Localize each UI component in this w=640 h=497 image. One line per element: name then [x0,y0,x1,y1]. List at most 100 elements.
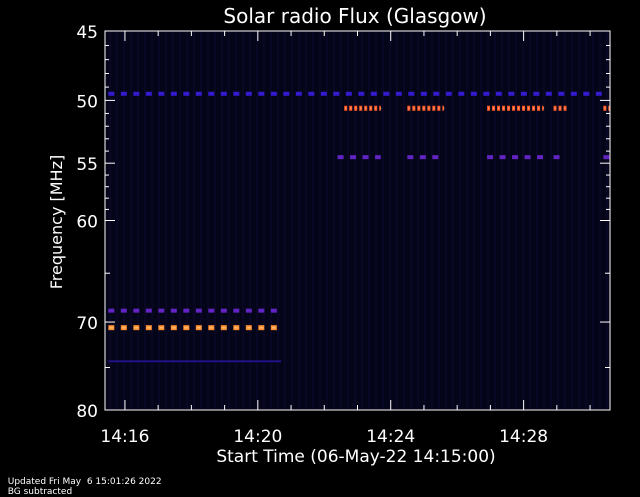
emission-band [603,155,610,160]
emission-band [108,325,277,331]
band-segment [208,308,215,313]
band-segment [379,105,381,111]
x-axis-label: Start Time (06-May-22 14:15:00) [216,447,495,467]
band-segment [358,91,365,96]
time-column [410,32,412,409]
band-core [438,107,440,110]
time-column [361,32,363,409]
band-segment [283,91,290,96]
time-column [585,32,587,409]
axis-ticks [105,30,610,411]
band-core [513,107,515,110]
band-segment [258,308,265,313]
band-core [554,107,556,110]
band-segment [433,91,440,96]
y-tick-label: 45 [76,23,98,43]
time-column [424,32,426,409]
emission-band [407,155,439,160]
band-core [109,326,114,329]
band-segment [337,155,344,160]
time-column [382,32,384,409]
band-segment [220,91,227,96]
time-column [116,32,118,409]
band-segment [570,91,577,96]
time-column [340,32,342,409]
emission-bands [108,91,611,363]
time-column [438,32,440,409]
band-core [370,107,372,110]
band-segment [533,91,540,96]
band-segment [445,91,452,96]
time-column [564,32,566,409]
time-column [193,32,195,409]
emission-band [553,105,567,111]
band-core [538,107,540,110]
band-segment [345,91,352,96]
emission-band [407,105,445,111]
band-core [408,107,410,110]
band-segment [208,91,215,96]
band-segment [408,91,415,96]
time-column [305,32,307,409]
emission-band [553,155,560,160]
band-segment [458,91,465,96]
time-column [347,32,349,409]
time-column [186,32,188,409]
band-segment [432,155,439,160]
band-core [184,326,189,329]
time-column [333,32,335,409]
band-segment [108,91,115,96]
y-axis-label: Frequency [MHz] [47,155,66,289]
time-column [291,32,293,409]
time-column [249,32,251,409]
updated-timestamp: Updated Fri May 6 15:01:26 2022 [7,477,162,487]
x-tick-label: 14:28 [499,427,548,447]
spectrogram-chart: Solar radio Flux (Glasgow) 455055607080 … [47,4,611,467]
band-core [443,107,445,110]
band-core [246,326,251,329]
band-segment [370,91,377,96]
band-core [159,326,164,329]
y-tick-label: 80 [76,402,98,422]
time-column [571,32,573,409]
time-column [417,32,419,409]
band-core [234,326,239,329]
emission-band [344,105,382,111]
time-column [389,32,391,409]
band-segment [233,91,240,96]
time-column [354,32,356,409]
emission-band [108,91,602,96]
time-column [578,32,580,409]
band-segment [520,91,527,96]
band-segment [195,308,202,313]
band-segment [270,308,277,313]
band-segment [120,308,127,313]
time-column [529,32,531,409]
time-columns [109,32,608,409]
band-segment [499,155,506,160]
band-core [503,107,505,110]
band-segment [133,308,140,313]
band-core [543,107,545,110]
time-column [277,32,279,409]
band-segment [553,155,560,160]
emission-band [337,155,381,160]
time-column [137,32,139,409]
band-segment [545,91,552,96]
band-segment [508,91,515,96]
band-segment [383,91,390,96]
time-column [326,32,328,409]
band-core [360,107,362,110]
time-column [130,32,132,409]
band-segment [583,91,590,96]
band-core [259,326,264,329]
time-column [494,32,496,409]
y-tick-labels: 45 50 55 60 70 80 [76,23,98,422]
time-column [235,32,237,409]
x-tick-label: 14:16 [100,427,149,447]
band-segment [145,91,152,96]
time-column [151,32,153,409]
band-segment [158,91,165,96]
emission-band [108,308,277,313]
time-column [473,32,475,409]
